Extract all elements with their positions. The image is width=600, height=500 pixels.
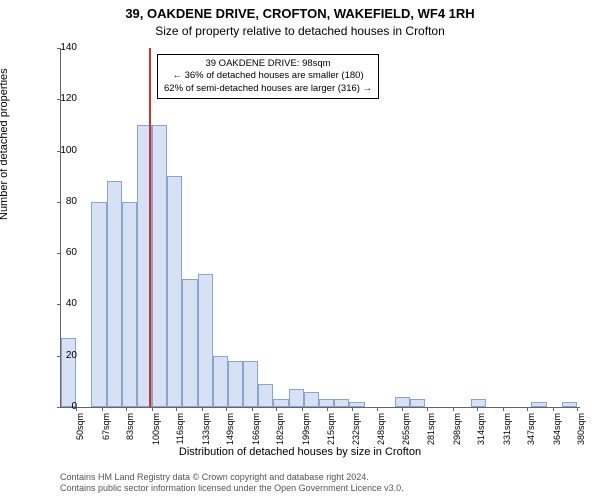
- histogram-bar: [562, 402, 577, 407]
- xtick-mark: [226, 407, 227, 411]
- xtick-label: 166sqm: [251, 413, 261, 449]
- annotation-line-2: ← 36% of detached houses are smaller (18…: [164, 70, 372, 82]
- histogram-bar: [198, 274, 213, 407]
- histogram-bar: [273, 399, 288, 407]
- xtick-mark: [427, 407, 428, 411]
- plot-area: 39 OAKDENE DRIVE: 98sqm← 36% of detached…: [60, 48, 580, 408]
- xtick-mark: [527, 407, 528, 411]
- xtick-label: 281sqm: [426, 413, 436, 449]
- annotation-line-1: 39 OAKDENE DRIVE: 98sqm: [164, 58, 372, 70]
- histogram-bar: [395, 397, 410, 407]
- xtick-label: 116sqm: [175, 413, 185, 449]
- xtick-mark: [152, 407, 153, 411]
- xtick-mark: [377, 407, 378, 411]
- histogram-bar: [243, 361, 258, 407]
- xtick-label: 199sqm: [301, 413, 311, 449]
- xtick-label: 331sqm: [502, 413, 512, 449]
- xtick-mark: [503, 407, 504, 411]
- chart-subtitle: Size of property relative to detached ho…: [0, 24, 600, 38]
- histogram-bar: [122, 202, 137, 407]
- xtick-mark: [276, 407, 277, 411]
- ytick-label: 80: [47, 197, 77, 207]
- histogram-bar: [152, 125, 167, 407]
- xtick-label: 298sqm: [452, 413, 462, 449]
- ytick-label: 0: [47, 402, 77, 412]
- xtick-label: 232sqm: [351, 413, 361, 449]
- xtick-mark: [102, 407, 103, 411]
- xtick-mark: [553, 407, 554, 411]
- histogram-bar: [410, 399, 425, 407]
- histogram-bar: [334, 399, 349, 407]
- xtick-label: 83sqm: [125, 413, 135, 449]
- xtick-label: 182sqm: [275, 413, 285, 449]
- chart-container: 39, OAKDENE DRIVE, CROFTON, WAKEFIELD, W…: [0, 0, 600, 500]
- histogram-bar: [91, 202, 106, 407]
- histogram-bar: [182, 279, 197, 407]
- chart-title: 39, OAKDENE DRIVE, CROFTON, WAKEFIELD, W…: [0, 6, 600, 21]
- xtick-label: 100sqm: [151, 413, 161, 449]
- histogram-bar: [167, 176, 182, 407]
- xtick-label: 149sqm: [225, 413, 235, 449]
- attribution-line-2: Contains public sector information licen…: [60, 483, 404, 494]
- attribution-line-1: Contains HM Land Registry data © Crown c…: [60, 472, 404, 483]
- xtick-label: 50sqm: [75, 413, 85, 449]
- xtick-mark: [176, 407, 177, 411]
- histogram-bar: [107, 181, 122, 407]
- histogram-bar: [319, 399, 334, 407]
- histogram-bar: [471, 399, 486, 407]
- annotation-line-3: 62% of semi-detached houses are larger (…: [164, 83, 372, 95]
- xtick-mark: [577, 407, 578, 411]
- histogram-bar: [531, 402, 546, 407]
- xtick-label: 364sqm: [552, 413, 562, 449]
- xtick-label: 215sqm: [326, 413, 336, 449]
- ytick-label: 120: [47, 94, 77, 104]
- property-marker-line: [149, 48, 151, 407]
- xtick-label: 67sqm: [101, 413, 111, 449]
- y-axis-label: Number of detached properties: [0, 68, 10, 220]
- xtick-label: 265sqm: [401, 413, 411, 449]
- annotation-box: 39 OAKDENE DRIVE: 98sqm← 36% of detached…: [157, 54, 379, 99]
- xtick-mark: [126, 407, 127, 411]
- histogram-bar: [213, 356, 228, 407]
- ytick-label: 40: [47, 299, 77, 309]
- ytick-label: 60: [47, 248, 77, 258]
- xtick-mark: [252, 407, 253, 411]
- xtick-mark: [327, 407, 328, 411]
- xtick-label: 248sqm: [376, 413, 386, 449]
- xtick-mark: [453, 407, 454, 411]
- xtick-mark: [352, 407, 353, 411]
- xtick-mark: [402, 407, 403, 411]
- histogram-bar: [258, 384, 273, 407]
- ytick-label: 140: [47, 43, 77, 53]
- xtick-label: 380sqm: [576, 413, 586, 449]
- xtick-mark: [202, 407, 203, 411]
- histogram-bar: [304, 392, 319, 407]
- xtick-label: 347sqm: [526, 413, 536, 449]
- histogram-bar: [61, 338, 76, 407]
- histogram-bar: [289, 389, 304, 407]
- xtick-mark: [302, 407, 303, 411]
- attribution-text: Contains HM Land Registry data © Crown c…: [60, 472, 404, 495]
- xtick-mark: [477, 407, 478, 411]
- histogram-bar: [228, 361, 243, 407]
- xtick-label: 314sqm: [476, 413, 486, 449]
- ytick-label: 20: [47, 351, 77, 361]
- xtick-label: 133sqm: [201, 413, 211, 449]
- ytick-label: 100: [47, 146, 77, 156]
